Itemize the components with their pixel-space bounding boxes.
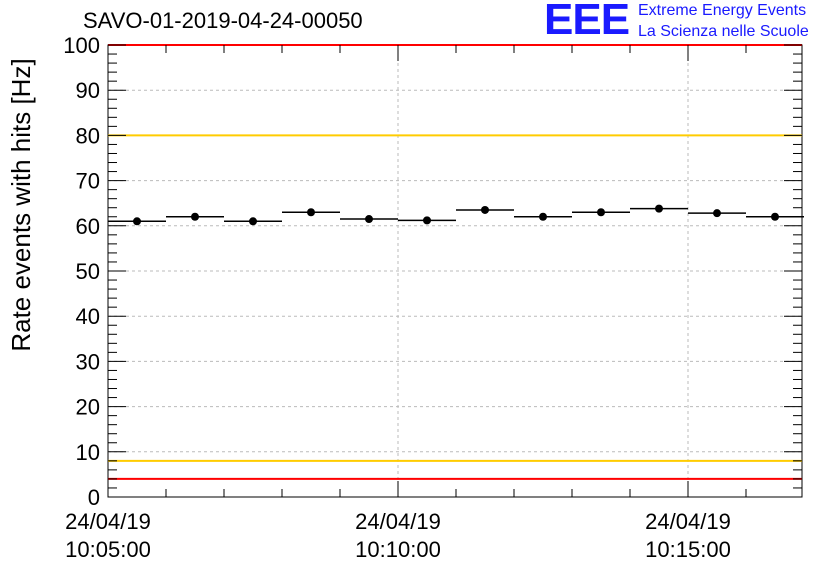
x-tick-time: 10:05:00 bbox=[65, 537, 151, 562]
data-point bbox=[365, 215, 373, 224]
y-tick-label: 30 bbox=[76, 349, 100, 374]
x-tick-time: 10:10:00 bbox=[355, 537, 441, 562]
x-tick-time: 10:15:00 bbox=[645, 537, 731, 562]
y-tick-label: 60 bbox=[76, 214, 100, 239]
x-tick-date: 24/04/19 bbox=[645, 509, 731, 534]
data-point bbox=[249, 217, 257, 226]
data-point bbox=[307, 208, 315, 217]
y-tick-label: 20 bbox=[76, 395, 100, 420]
data-point bbox=[423, 216, 431, 225]
x-tick-date: 24/04/19 bbox=[65, 509, 151, 534]
grid-lines bbox=[108, 45, 802, 497]
data-points bbox=[108, 204, 804, 226]
data-point bbox=[191, 212, 199, 221]
eee-logo: EEE bbox=[544, 0, 630, 44]
data-point bbox=[713, 209, 721, 218]
y-tick-label: 100 bbox=[63, 33, 100, 58]
y-tick-label: 90 bbox=[76, 78, 100, 103]
data-point bbox=[133, 217, 141, 226]
reference-lines bbox=[108, 44, 802, 480]
y-tick-label: 10 bbox=[76, 440, 100, 465]
logo-tagline-1: Extreme Energy Events bbox=[638, 2, 807, 19]
y-tick-label: 70 bbox=[76, 169, 100, 194]
axis-ticks: 0 10 20 30 40 50 60 70 80 90 100 24/04/19 10:05:00 24… bbox=[63, 33, 802, 562]
y-axis-label: Rate events with hits [Hz] bbox=[6, 58, 36, 351]
data-point bbox=[655, 204, 663, 213]
y-tick-label: 0 bbox=[88, 485, 100, 510]
data-point bbox=[771, 212, 779, 221]
data-point bbox=[481, 205, 489, 214]
y-tick-label: 80 bbox=[76, 123, 100, 148]
y-tick-label: 50 bbox=[76, 259, 100, 284]
data-point bbox=[539, 212, 547, 221]
data-point bbox=[597, 208, 605, 217]
x-tick-date: 24/04/19 bbox=[355, 509, 441, 534]
logo-tagline-2: La Scienza nelle Scuole bbox=[638, 23, 809, 40]
chart-title: SAVO-01-2019-04-24-00050 bbox=[83, 8, 363, 33]
y-tick-label: 40 bbox=[76, 304, 100, 329]
